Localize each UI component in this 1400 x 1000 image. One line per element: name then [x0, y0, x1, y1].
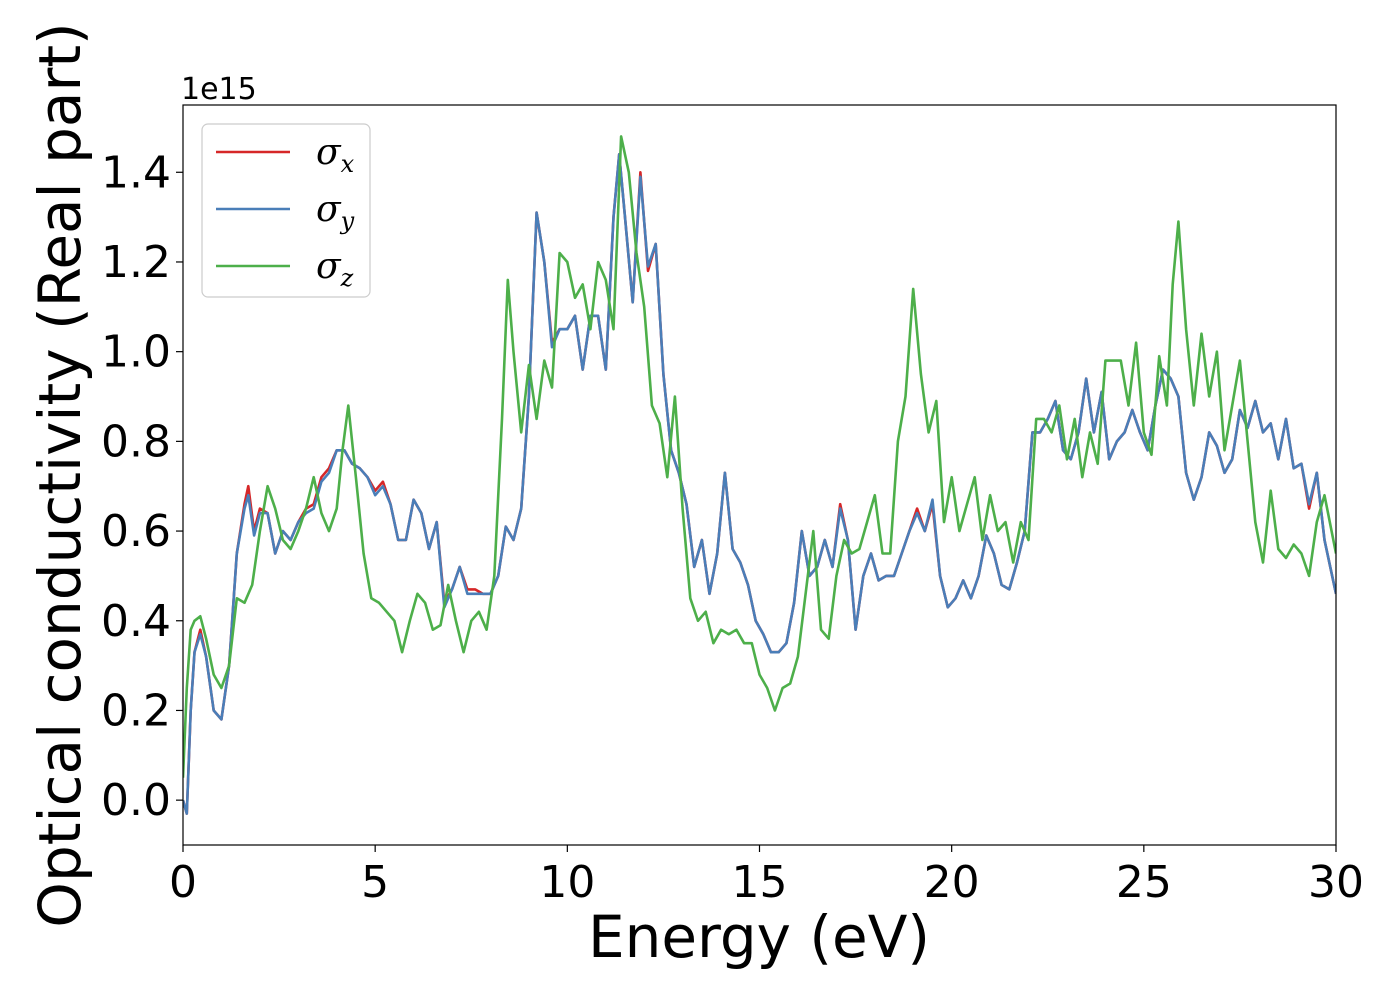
x-tick-label: 5	[361, 857, 389, 908]
x-tick-label: 20	[924, 857, 980, 908]
x-tick-label: 15	[732, 857, 788, 908]
x-tick-label: 25	[1116, 857, 1172, 908]
y-tick-label: 0.2	[101, 685, 171, 736]
x-tick-label: 30	[1308, 857, 1364, 908]
legend-box	[201, 123, 371, 298]
y-tick-label: 0.0	[101, 775, 171, 826]
y-tick-label: 1.2	[101, 237, 171, 288]
y-tick-label: 0.8	[101, 416, 171, 467]
series-layer	[183, 135, 1336, 815]
y-tick-label: 1.4	[101, 147, 171, 198]
y-tick-label: 0.4	[101, 596, 171, 647]
legend: σx σy σz	[201, 123, 371, 298]
x-tick-label: 0	[169, 857, 197, 908]
y-tick-label: 1.0	[101, 327, 171, 378]
legend-label-sigma-z: σz	[316, 246, 354, 292]
y-axis-title: Optical conductivity (Real part)	[26, 22, 94, 927]
legend-label-sigma-x: σx	[316, 132, 355, 178]
series-line-sigma-z	[183, 135, 1336, 778]
y-tick-label: 0.6	[101, 506, 171, 557]
x-tick-label: 10	[539, 857, 595, 908]
y-axis: 0.0 0.2 0.4 0.6 0.8 1.0 1.2 1.4	[101, 147, 183, 826]
y-offset-label: 1e15	[181, 72, 257, 107]
legend-label-sigma-y: σy	[316, 189, 355, 235]
x-axis: 0 5 10 15 20 25 30	[169, 845, 1364, 908]
x-axis-title: Energy (eV)	[588, 903, 930, 971]
